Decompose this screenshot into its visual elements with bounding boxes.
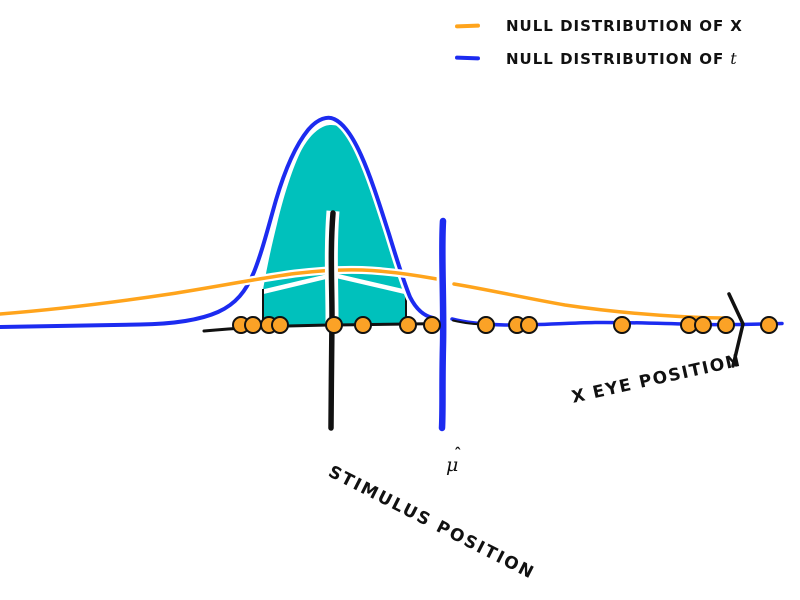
legend-marker-blue [454, 55, 481, 61]
legend-item-x: NULL DISTRIBUTION OF X [454, 10, 743, 42]
mu-hat-line [438, 217, 447, 432]
t-curve-left [0, 115, 435, 329]
eye-position-dot [520, 316, 538, 334]
legend-label: NULL DISTRIBUTION OF t [506, 48, 738, 68]
mu-hat-label: μ ˆ [446, 445, 472, 482]
x-curve-left [0, 268, 439, 316]
legend-label: NULL DISTRIBUTION OF X [506, 17, 743, 35]
x-curve-right [452, 282, 726, 320]
eye-position-dot [354, 316, 372, 334]
eye-position-dot [399, 316, 417, 334]
axis-tick-right [452, 319, 479, 326]
eye-position-dot [271, 316, 289, 334]
eye-position-dot [613, 316, 631, 334]
eye-position-dot [325, 316, 343, 334]
hat-glyph: ˆ [454, 445, 462, 463]
eye-position-dot [760, 316, 778, 334]
eye-position-dots [232, 316, 778, 334]
eye-position-dot [717, 316, 735, 334]
mu-glyph: μ [446, 454, 459, 476]
eye-label-x-symbol: X [569, 385, 589, 408]
axis-break-chevron [727, 292, 745, 368]
legend-item-t: NULL DISTRIBUTION OF t [454, 42, 743, 74]
legend: NULL DISTRIBUTION OF X NULL DISTRIBUTION … [454, 10, 743, 74]
eye-position-dot [244, 316, 262, 334]
eye-position-dot [423, 316, 441, 334]
eye-position-dot [477, 316, 495, 334]
legend-symbol-t: t [730, 48, 738, 68]
eye-position-dot [694, 316, 712, 334]
legend-marker-orange [454, 23, 481, 29]
legend-symbol-x: X [730, 17, 743, 35]
